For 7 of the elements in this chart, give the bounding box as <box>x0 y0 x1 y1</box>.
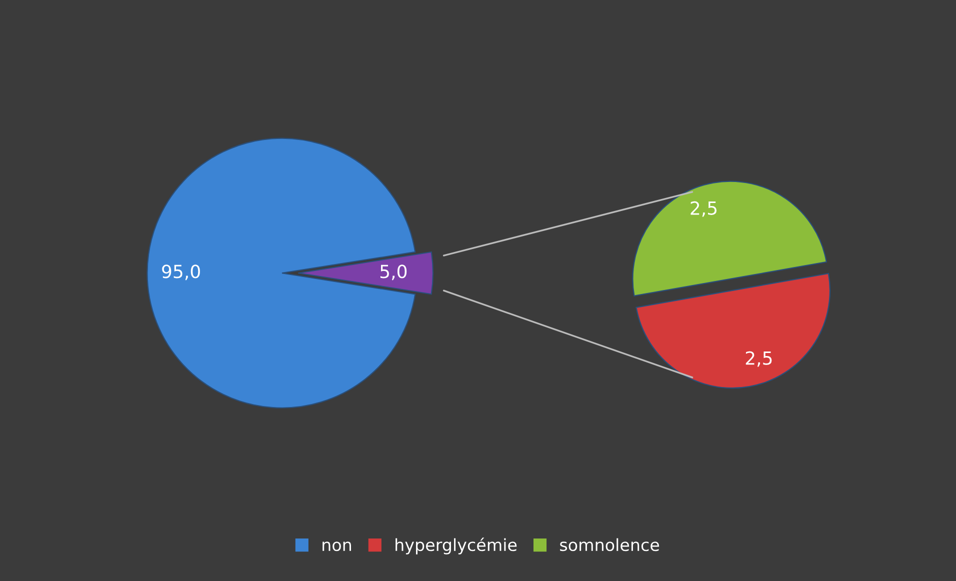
data-label: 2,5 <box>746 351 772 367</box>
legend-label: non <box>322 542 351 552</box>
data-label: 95,0 <box>162 264 200 280</box>
data-label: 5,0 <box>380 264 407 280</box>
legend-label: somnolence <box>560 538 660 552</box>
data-label: 2,5 <box>690 201 717 217</box>
legend-label: hyperglycémie <box>396 538 517 554</box>
